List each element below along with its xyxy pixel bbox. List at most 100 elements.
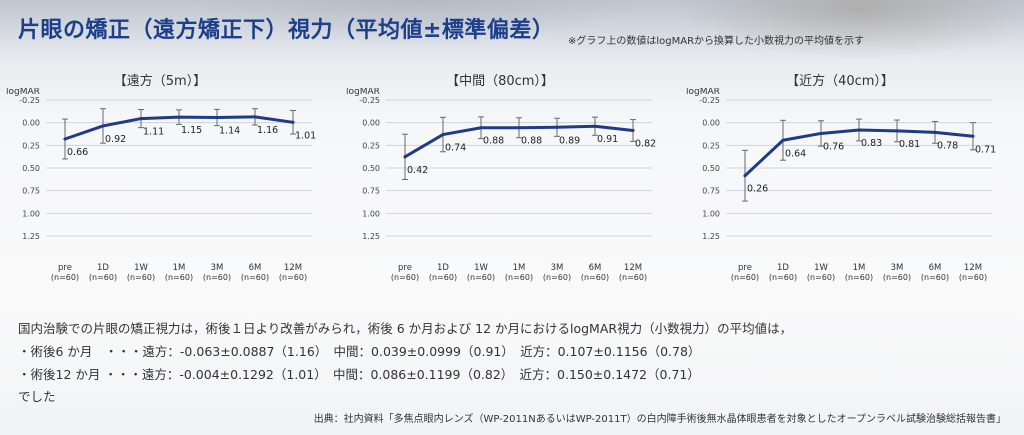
data-label: 0.88 <box>483 136 504 147</box>
x-tick-label: 3M <box>211 263 224 273</box>
x-n-label: (n=60) <box>165 273 193 282</box>
chart-title-far: 【遠方（5m）】 <box>113 74 207 89</box>
data-point <box>101 124 105 128</box>
x-n-label: (n=60) <box>845 273 873 282</box>
x-n-label: (n=60) <box>959 273 987 282</box>
x-n-label: (n=60) <box>807 273 835 282</box>
chart-title-near: 【近方（40cm）】 <box>786 74 894 89</box>
x-n-label: (n=60) <box>581 273 609 282</box>
data-label: 0.78 <box>937 140 958 151</box>
data-point <box>895 129 899 133</box>
y-tick-label: 0.25 <box>362 141 380 150</box>
x-tick-label: 1W <box>814 263 828 273</box>
x-tick-label: pre <box>398 263 412 273</box>
data-point <box>139 117 143 121</box>
data-label: 0.42 <box>407 165 428 176</box>
x-tick-label: 1M <box>513 263 526 273</box>
x-n-label: (n=60) <box>543 273 571 282</box>
data-point <box>631 128 635 132</box>
data-point <box>177 115 181 119</box>
y-tick-label: 1.00 <box>362 209 380 218</box>
data-point <box>517 126 521 130</box>
y-tick-label: 0.00 <box>22 119 40 128</box>
x-n-label: (n=60) <box>51 273 79 282</box>
y-axis-label: logMAR <box>346 88 380 97</box>
y-tick-label: 0.25 <box>702 141 720 150</box>
chart-panel-far: 【遠方（5m）】 logMAR -0.25 0.00 0.25 0.50 0.75 1.00… <box>0 70 320 295</box>
y-tick-label: -0.25 <box>699 96 720 105</box>
y-axis-label: logMAR <box>6 88 40 97</box>
y-tick-label: 1.25 <box>22 232 40 241</box>
data-label: 0.83 <box>861 138 882 149</box>
x-tick-label: 12M <box>964 263 982 273</box>
data-label: 0.82 <box>635 138 656 149</box>
x-n-label: (n=60) <box>279 273 307 282</box>
x-n-label: (n=60) <box>883 273 911 282</box>
page-title: 片眼の矯正（遠方矯正下）視力（平均値±標準偏差） <box>18 18 555 43</box>
description-line-3: ・術後12 か月 ・・・遠方：-0.004±0.1292（1.01） 中間：0.… <box>18 367 700 382</box>
y-tick-label: 1.00 <box>22 209 40 218</box>
data-label: 0.88 <box>521 136 542 147</box>
data-point <box>933 130 937 134</box>
x-tick-label: 3M <box>551 263 564 273</box>
source-citation: 出典：社内資料「多焦点眼内レンズ（WP-2011NあるいはWP-2011T）の白… <box>313 414 1006 425</box>
data-label: 0.92 <box>105 134 126 145</box>
data-label: 0.89 <box>559 135 580 146</box>
y-tick-label: 0.50 <box>702 164 720 173</box>
data-point <box>593 124 597 128</box>
y-tick-label: -0.25 <box>19 96 40 105</box>
chart-panel-intermediate: 【中間（80cm）】 logMAR -0.25 0.00 0.25 0.50 0.75 1.… <box>340 70 660 295</box>
data-point <box>971 134 975 138</box>
x-tick-label: pre <box>58 263 72 273</box>
data-point <box>441 133 445 137</box>
description-line-1: 国内治験での片眼の矯正視力は，術後１日より改善がみられ，術後 6 か月および 1… <box>18 321 793 336</box>
x-tick-label: 6M <box>589 263 602 273</box>
y-tick-label: 0.25 <box>22 141 40 150</box>
data-point <box>819 131 823 135</box>
data-label: 0.71 <box>975 144 996 155</box>
y-tick-label: 0.75 <box>362 187 380 196</box>
x-tick-label: 12M <box>284 263 302 273</box>
description-line-2: ・術後6 か月 ・・・遠方：-0.063±0.0887（1.16） 中間：0.0… <box>18 344 701 359</box>
data-point <box>253 115 257 119</box>
chart-panel-near: 【近方（40cm）】 logMAR -0.25 0.00 0.25 0.50 0.75 1.… <box>680 70 1000 295</box>
data-label: 0.76 <box>823 141 844 152</box>
data-label: 1.16 <box>257 125 278 136</box>
data-label: 0.64 <box>785 148 806 159</box>
data-point <box>781 138 785 142</box>
y-tick-label: 0.75 <box>22 187 40 196</box>
y-axis-label: logMAR <box>686 88 720 97</box>
x-tick-label: 1M <box>173 263 186 273</box>
x-n-label: (n=60) <box>127 273 155 282</box>
data-point <box>479 126 483 130</box>
x-tick-label: 1W <box>134 263 148 273</box>
data-label: 0.81 <box>899 139 920 150</box>
x-n-label: (n=60) <box>89 273 117 282</box>
x-tick-label: 6M <box>249 263 262 273</box>
x-n-label: (n=60) <box>467 273 495 282</box>
y-tick-label: -0.25 <box>359 96 380 105</box>
y-tick-label: 1.00 <box>702 209 720 218</box>
data-point <box>743 174 747 178</box>
data-label: 1.11 <box>143 127 164 138</box>
data-point <box>291 120 295 124</box>
chart-near: logMAR-0.25 0.00 0.25 0.50 0.75 1.00 1.25 0.26 0… <box>686 88 996 282</box>
x-n-label: (n=60) <box>203 273 231 282</box>
x-n-label: (n=60) <box>921 273 949 282</box>
data-point <box>857 128 861 132</box>
y-tick-label: 0.50 <box>362 164 380 173</box>
x-tick-label: 12M <box>624 263 642 273</box>
x-n-label: (n=60) <box>429 273 457 282</box>
y-tick-label: 0.00 <box>362 119 380 128</box>
x-tick-label: 1D <box>437 263 449 273</box>
y-tick-label: 0.75 <box>702 187 720 196</box>
chart-title-intermediate: 【中間（80cm）】 <box>446 74 554 89</box>
chart-intermediate: logMAR-0.25 0.00 0.25 0.50 0.75 1.00 1.25 0.42 0… <box>346 88 656 282</box>
data-label: 1.14 <box>219 125 240 136</box>
x-n-label: (n=60) <box>769 273 797 282</box>
x-tick-label: pre <box>738 263 752 273</box>
data-label: 0.91 <box>597 134 618 145</box>
data-label: 1.01 <box>295 130 316 141</box>
x-tick-label: 1W <box>474 263 488 273</box>
